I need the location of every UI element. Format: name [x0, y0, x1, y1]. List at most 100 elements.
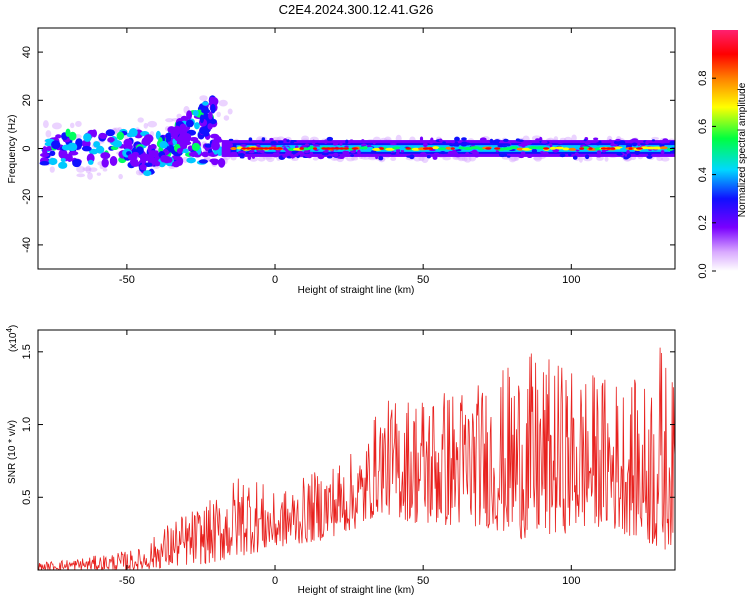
carrier-hotspot	[245, 147, 252, 150]
carrier-edge	[361, 143, 367, 147]
carrier-hotspot	[494, 147, 501, 150]
spectrogram-blob	[83, 133, 92, 142]
spectrogram-blob	[210, 103, 216, 114]
carrier-edge	[335, 141, 339, 145]
carrier-edge	[277, 140, 284, 144]
spectrogram-blob	[109, 156, 118, 167]
spectrogram-layer	[39, 95, 675, 180]
spectrogram-halo	[199, 95, 208, 101]
spectrogram-blob	[210, 133, 220, 139]
carrier-edge	[439, 151, 446, 155]
carrier-hotspot	[338, 147, 345, 150]
spectrogram-halo	[76, 173, 86, 178]
carrier-core	[458, 146, 465, 150]
carrier-edge	[631, 138, 639, 142]
carrier-core	[549, 146, 557, 150]
spectrogram-blob	[61, 144, 72, 151]
spectrogram-blob	[198, 159, 209, 164]
carrier-edge	[426, 155, 431, 159]
carrier-hotspot	[628, 147, 633, 150]
carrier-edge	[261, 137, 266, 142]
carrier-edge	[309, 151, 314, 156]
spectrogram-halo	[137, 117, 144, 123]
carrier-edge	[430, 137, 434, 143]
carrier-edge	[339, 141, 343, 146]
spectrogram-halo	[51, 122, 62, 130]
y-tick-label: 0.5	[21, 490, 33, 505]
spectrogram-blob	[68, 131, 77, 141]
spectrogram-halo	[413, 156, 422, 162]
carrier-edge	[239, 156, 245, 159]
spectrogram-blob	[93, 141, 101, 148]
spectrogram-blob	[160, 154, 168, 163]
snr-multiplier-label: (x104)	[5, 325, 19, 352]
carrier-edge	[326, 136, 334, 142]
spectrogram-blob	[44, 141, 53, 147]
colorbar-tick-label: 0.8	[697, 71, 709, 86]
spectrogram-blob	[143, 170, 152, 177]
carrier-hotspot	[334, 147, 341, 150]
colorbar-ticks: 0.0 0.2 0.4 0.6 0.8	[697, 71, 716, 279]
carrier-edge	[568, 153, 572, 157]
spectrogram-blob	[207, 123, 213, 130]
carrier-hotspot	[299, 147, 304, 150]
spectrogram-halo	[218, 99, 228, 107]
spectrogram-halo	[165, 118, 174, 123]
carrier-edge	[492, 139, 500, 145]
carrier-edge	[549, 143, 553, 148]
spectrogram-halo	[87, 172, 93, 180]
spectrogram-halo	[45, 130, 52, 138]
spectrogram-halo	[312, 157, 319, 161]
x-tick-label: 0	[272, 575, 278, 587]
carrier-edge	[535, 138, 540, 141]
carrier-edge	[332, 152, 339, 157]
carrier-hotspot	[241, 147, 247, 150]
spectrogram-blob	[204, 143, 213, 148]
carrier-edge	[659, 140, 667, 144]
spectrogram-halo	[216, 111, 221, 118]
carrier-edge	[540, 151, 544, 154]
carrier-edge	[345, 150, 350, 156]
carrier-core	[534, 146, 546, 150]
spectrogram-blob	[116, 131, 125, 141]
x-tick-label: -50	[119, 274, 135, 286]
carrier-edge	[613, 140, 621, 145]
carrier-core	[392, 146, 401, 150]
carrier-edge	[572, 155, 578, 160]
spectrogram-blob	[186, 157, 196, 164]
carrier-edge	[390, 152, 397, 155]
spectrogram-blob	[200, 106, 209, 112]
spectrogram-halo	[75, 120, 82, 128]
carrier-edge	[372, 140, 376, 145]
carrier-edge	[417, 154, 425, 157]
snr-y-axis-label: SNR (10 * v/v)	[7, 420, 18, 484]
carrier-edge	[610, 143, 615, 147]
carrier-edge	[634, 149, 640, 155]
snr-series-line	[38, 347, 675, 570]
spectrogram-blob	[182, 148, 189, 154]
carrier-edge	[615, 138, 621, 142]
carrier-hotspot	[351, 147, 359, 150]
carrier-edge	[261, 153, 268, 157]
carrier-edge	[540, 140, 548, 144]
carrier-edge	[531, 148, 538, 154]
carrier-hotspot	[422, 147, 430, 150]
carrier-core	[230, 147, 237, 151]
spectrogram-halo	[118, 173, 123, 180]
carrier-edge	[375, 154, 379, 160]
carrier-edge	[442, 141, 446, 144]
spectrogram-blob	[159, 140, 168, 149]
carrier-hotspot	[262, 147, 270, 150]
spectrogram-blob	[127, 153, 138, 161]
carrier-edge	[305, 143, 310, 147]
carrier-edge	[527, 155, 533, 159]
y-tick-label: 0	[21, 145, 33, 151]
carrier-edge	[626, 149, 630, 155]
y-tick-label: 40	[21, 46, 33, 58]
spectrogram-halo	[508, 155, 517, 163]
carrier-edge	[506, 143, 511, 147]
spectrogram-blob	[68, 151, 79, 156]
spectrogram-blob	[139, 153, 146, 163]
spectrogram-halo	[49, 166, 55, 173]
